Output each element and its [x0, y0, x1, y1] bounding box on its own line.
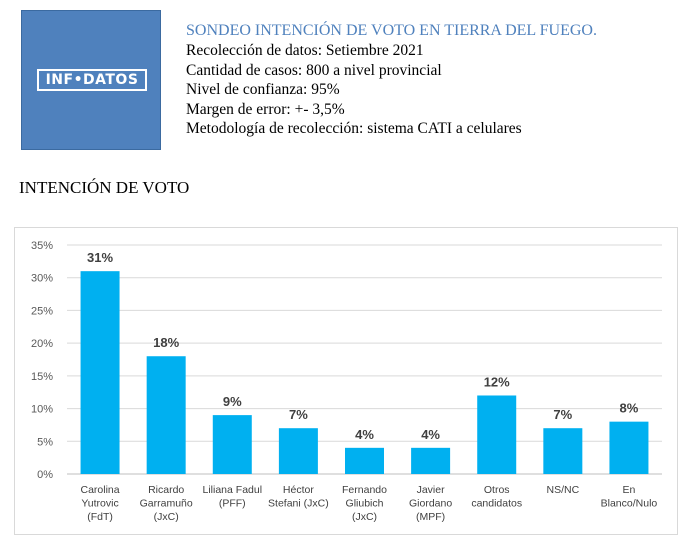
data-labels: 31% 18% 9% 7% 4% 4% 12% 7% 8%: [87, 250, 639, 442]
bar: [212, 415, 252, 474]
bar: [146, 356, 186, 474]
y-tick-label: 15%: [31, 371, 53, 383]
x-category-label: Javier Giordano (MPF): [409, 484, 452, 523]
survey-detail-confidence: Nivel de confianza: 95%: [186, 81, 340, 98]
bar: [411, 447, 451, 474]
data-label: 12%: [484, 374, 510, 389]
y-tick-label: 35%: [31, 240, 53, 252]
x-category-label: Ricardo Garramuño (JxC): [140, 484, 193, 523]
survey-detail-error: Margen de error: +- 3,5%: [186, 100, 345, 118]
survey-info: SONDEO INTENCIÓN DE VOTO EN TIERRA DEL F…: [186, 21, 597, 139]
x-category-label: Liliana Fadul (PFF): [203, 484, 263, 510]
y-tick-label: 5%: [37, 436, 53, 448]
survey-detail-cases: Cantidad de casos: 800 a nivel provincia…: [186, 61, 442, 79]
logo-box: INF•DATOS: [21, 10, 161, 150]
bar-chart: 0% 5% 10% 15% 20% 25% 30% 35% 31% 18% 9% 7% 4% 4% 12%…: [14, 227, 678, 535]
survey-detail-date: Recolección de datos: Setiembre 2021: [186, 42, 424, 59]
bar: [609, 421, 649, 474]
data-label: 31%: [87, 250, 113, 265]
bar: [278, 428, 318, 474]
data-label: 9%: [223, 394, 242, 409]
x-category-label: Carolina Yutrovic (FdT): [81, 484, 120, 523]
bar: [345, 447, 384, 474]
data-label: 7%: [553, 407, 572, 422]
bars: [80, 271, 649, 474]
survey-title: SONDEO INTENCIÓN DE VOTO EN TIERRA DEL F…: [186, 22, 597, 39]
data-label: 4%: [421, 427, 440, 442]
y-tick-label: 30%: [31, 273, 53, 285]
x-category-label: Fernando Gliubich (JxC): [342, 484, 387, 523]
bar: [80, 271, 120, 474]
data-label: 18%: [153, 335, 179, 350]
x-category-label: Héctor Stefani (JxC): [268, 484, 329, 510]
x-category-label: Otros candidatos: [471, 484, 522, 510]
y-tick-label: 25%: [31, 305, 53, 317]
section-title: INTENCIÓN DE VOTO: [19, 178, 190, 197]
y-tick-label: 20%: [31, 338, 53, 350]
x-category-label: En Blanco/Nulo: [601, 484, 658, 510]
bar-chart-svg: 0% 5% 10% 15% 20% 25% 30% 35% 31% 18% 9% 7% 4% 4% 12%…: [31, 240, 662, 523]
survey-detail-method: Metodología de recolección: sistema CATI…: [186, 120, 522, 137]
bar: [477, 395, 517, 474]
x-category-label: NS/NC: [546, 484, 579, 496]
y-tick-label: 0%: [37, 469, 53, 481]
y-axis-ticks: 0% 5% 10% 15% 20% 25% 30% 35%: [31, 240, 53, 481]
infodatos-logo: INF•DATOS: [37, 69, 147, 91]
x-axis-categories: Carolina Yutrovic (FdT) Ricardo Garramuño (Jx…: [81, 484, 658, 523]
data-label: 7%: [289, 407, 308, 422]
data-label: 8%: [620, 401, 639, 416]
bar: [543, 428, 583, 474]
y-tick-label: 10%: [31, 404, 53, 416]
data-label: 4%: [355, 427, 374, 442]
